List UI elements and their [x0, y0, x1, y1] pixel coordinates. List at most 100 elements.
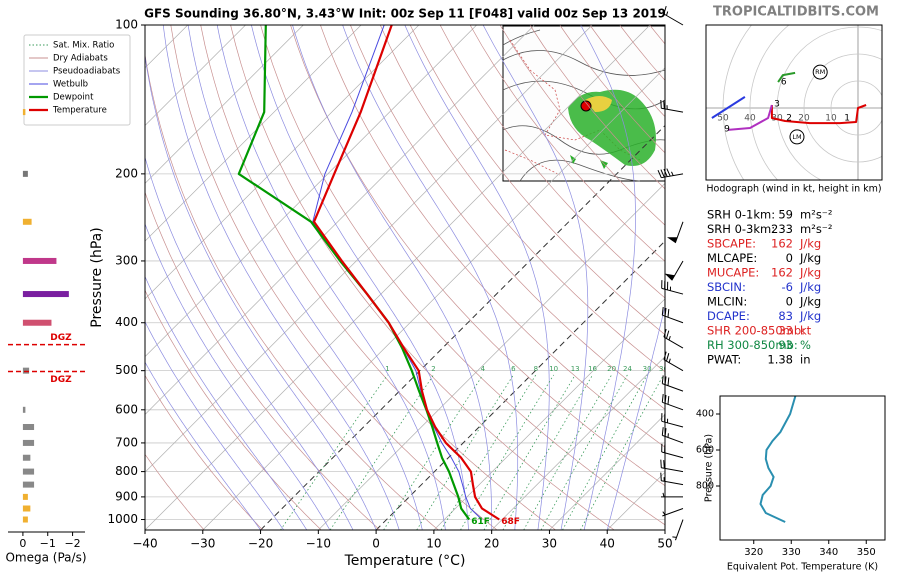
- dry-adiabat: [145, 374, 263, 530]
- wind-barb: [660, 99, 684, 113]
- x-tick-label: 340: [819, 547, 838, 558]
- dgz-label: DGZ: [50, 333, 72, 343]
- map-precip-small: [570, 155, 608, 169]
- dry-adiabat: [145, 52, 439, 530]
- y-tick-label: 400: [115, 315, 138, 329]
- dry-adiabat: [145, 191, 381, 530]
- y-tick-label: 200: [115, 166, 138, 180]
- isotherm: [491, 356, 665, 530]
- wind-barb: [672, 519, 684, 541]
- isotherm: [433, 298, 665, 530]
- pseudoadiabat: [162, 25, 400, 530]
- legend-label: Wetbulb: [53, 80, 88, 90]
- x-tick-label: 20: [484, 537, 499, 551]
- storm-motion-label: RM: [815, 68, 825, 76]
- hodo-trace: [777, 71, 796, 83]
- omega-bar: [22, 218, 32, 225]
- y-axis-label: Pressure (hPa): [89, 227, 105, 327]
- x-tick-label: 10: [426, 537, 441, 551]
- y-tick-label: 300: [115, 253, 138, 267]
- omega-bar: [22, 493, 28, 500]
- wind-barb: [661, 394, 684, 411]
- omega-bar: [22, 424, 35, 431]
- mixing-ratio-label: 4: [481, 365, 486, 373]
- index-value: 233: [771, 222, 793, 236]
- index-label: DCAPE:: [707, 309, 750, 323]
- index-value: 1.38: [767, 353, 793, 367]
- index-label: PWAT:: [707, 353, 741, 367]
- mixing-ratio-label: 13: [571, 365, 580, 373]
- omega-bar: [22, 505, 31, 512]
- x-tick-label: −40: [132, 537, 157, 551]
- wind-barb: [660, 472, 684, 486]
- index-label: RH 300-850mb:: [707, 338, 798, 352]
- title: GFS Sounding 36.80°N, 3.43°W Init: 00z S…: [144, 7, 666, 21]
- pseudoadiabat: [292, 25, 493, 530]
- index-value: 0: [786, 251, 793, 265]
- x-tick-label: −20: [248, 537, 273, 551]
- dry-adiabat: [200, 25, 556, 530]
- dry-adiabat: [320, 25, 665, 448]
- dry-adiabat: [290, 25, 665, 487]
- hodo-ring-label: 40: [744, 114, 756, 124]
- x-tick-label: 320: [744, 547, 763, 558]
- mixing-ratio-label: 24: [623, 365, 632, 373]
- index-label: SBCIN:: [707, 280, 746, 294]
- wind-barb: [661, 413, 684, 428]
- map-inset: [502, 25, 666, 182]
- mixing-ratio-label: 1: [385, 365, 389, 373]
- wind-barb: [661, 427, 684, 444]
- dry-adiabat: [145, 289, 322, 530]
- omega-bar: [22, 257, 57, 264]
- x-tick-label: 50: [657, 537, 672, 551]
- isotherm: [145, 25, 362, 242]
- y-tick-label: 800: [115, 464, 138, 478]
- hodo-ring-label: 50: [717, 114, 729, 124]
- mixing-ratio-line: [523, 374, 612, 530]
- index-unit: kt: [800, 324, 812, 338]
- mixing-ratio-label: 10: [549, 365, 558, 373]
- pseudoadiabat: [145, 53, 377, 530]
- omega-bar: [22, 468, 35, 475]
- surface-label: 61F: [471, 517, 490, 527]
- theta-e-line: [759, 395, 797, 523]
- hodo-ring: [803, 53, 882, 163]
- dry-adiabat: [379, 25, 665, 373]
- hodo-ring: [776, 26, 882, 180]
- hodo-ring-label: 20: [798, 114, 810, 124]
- hodo-trace: [728, 104, 773, 131]
- index-unit: J/kg: [799, 266, 821, 280]
- mixing-ratio-line: [329, 374, 434, 530]
- wind-barb: [657, 168, 684, 179]
- wind-barb: [660, 459, 684, 473]
- index-unit: J/kg: [799, 251, 821, 265]
- index-unit: in: [800, 353, 810, 367]
- hodo-title: Hodograph (wind in kt, height in km): [706, 184, 881, 195]
- mixing-ratio-label: 2: [431, 365, 435, 373]
- index-unit: J/kg: [799, 309, 821, 323]
- isotherm: [145, 25, 246, 127]
- mixing-ratio-line: [280, 374, 388, 530]
- omega-bar: [22, 481, 35, 488]
- mixing-ratio-label: 30: [643, 365, 652, 373]
- x-tick-label: −30: [190, 537, 215, 551]
- mixing-ratio-line: [460, 374, 555, 530]
- mixing-ratio-line: [562, 374, 648, 530]
- omega-bar: [22, 439, 35, 446]
- index-unit: %: [800, 338, 811, 352]
- x-tick-label: 350: [857, 547, 876, 558]
- hodo-ring: [830, 80, 882, 136]
- wind-barb: [661, 306, 684, 324]
- pseudoadiabat: [145, 361, 261, 530]
- hodo-trace: [711, 96, 746, 119]
- omega-bar: [22, 319, 52, 326]
- plot-frame: [144, 24, 666, 531]
- map-location: [580, 100, 592, 112]
- isotherm: [145, 25, 477, 358]
- index-value: 162: [771, 237, 793, 251]
- x-tick-label: −10: [306, 537, 331, 551]
- isotherm: [145, 25, 535, 415]
